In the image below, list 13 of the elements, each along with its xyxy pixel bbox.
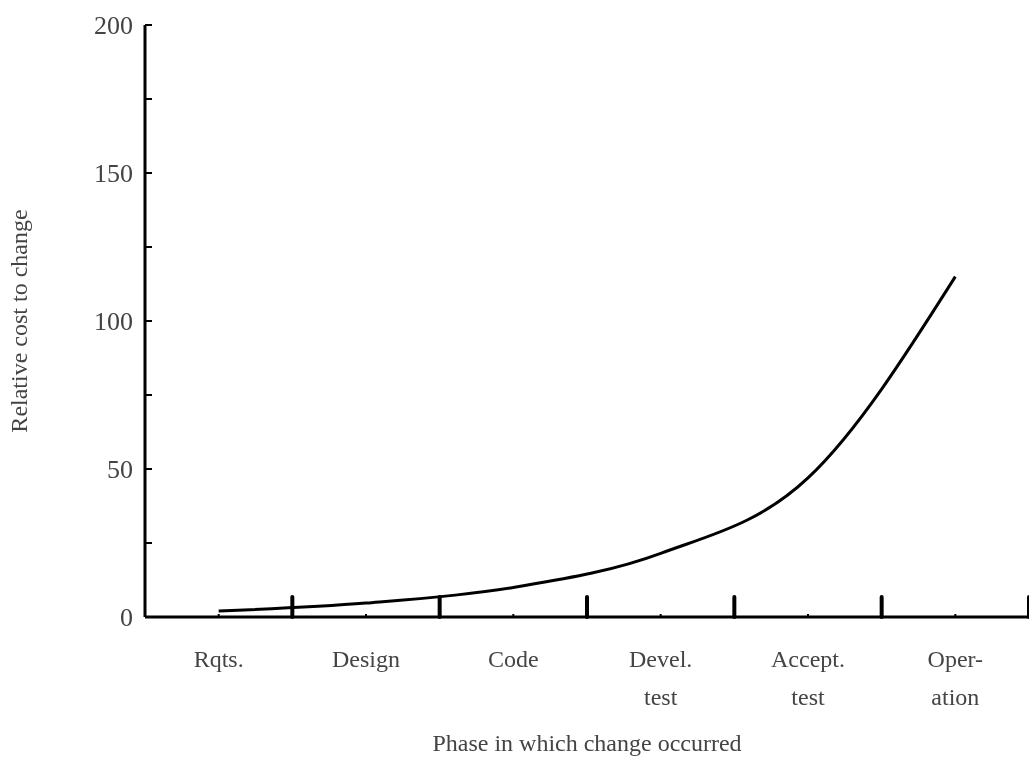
x-tick-label: Devel. test [629, 646, 693, 710]
x-tick-label: Accept. test [771, 646, 845, 710]
y-tick-label: 100 [94, 307, 133, 337]
x-axis-title: Phase in which change occurred [432, 730, 742, 756]
y-tick-label: 50 [107, 455, 133, 485]
y-axis-title: Relative cost to change [5, 209, 32, 433]
y-tick-label: 200 [94, 11, 133, 41]
x-tick-label: Rqts. [193, 646, 244, 672]
x-tick-label: Design [332, 646, 400, 672]
y-tick-label: 150 [94, 159, 133, 189]
y-tick-label: 0 [120, 603, 133, 633]
x-tick-label: Oper- ation [927, 646, 984, 710]
x-tick-label: Code [488, 646, 539, 672]
